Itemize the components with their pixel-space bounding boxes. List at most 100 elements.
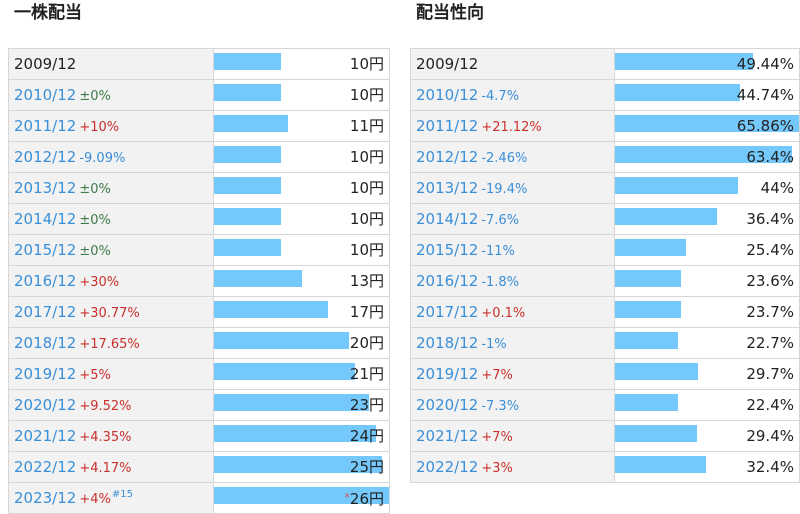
dps-change-label: ±0% <box>79 182 111 197</box>
dps-value-cell: 13円 <box>213 265 390 297</box>
dividend-per-share-title: 一株配当 <box>14 3 82 23</box>
dps-value-cell: 20円 <box>213 327 390 359</box>
payout-year-cell: 2019/12 +7% <box>410 358 615 390</box>
payout-value-label: 44.74% <box>737 80 794 110</box>
dividend-per-share-table: 2009/12 10円 2010/12 ±0% 10円 2011/12 +10% 11円 201… <box>8 48 390 514</box>
dps-value-label: 10円 <box>350 80 384 110</box>
dps-value-cell: 10円 <box>213 234 390 266</box>
payout-value-label: 44% <box>761 173 794 203</box>
dps-value-text: 10円 <box>349 86 384 104</box>
dps-year-label[interactable]: 2019/12 <box>14 365 77 383</box>
dps-year-label[interactable]: 2022/12 <box>14 458 77 476</box>
payout-row: 2017/12 +0.1% 23.7% <box>410 296 800 328</box>
dps-value-text: 24円 <box>349 427 384 445</box>
dps-bar <box>214 53 282 70</box>
payout-change-label: -1% <box>481 337 507 352</box>
dps-year-cell: 2019/12 +5% <box>8 358 214 390</box>
payout-value-label: 65.86% <box>737 111 794 141</box>
payout-value-text: 44% <box>760 179 794 197</box>
dps-year-label[interactable]: 2021/12 <box>14 427 77 445</box>
payout-year-label[interactable]: 2009/12 <box>416 55 479 73</box>
dps-row: 2018/12 +17.65% 20円 <box>8 327 390 359</box>
payout-year-label[interactable]: 2014/12 <box>416 210 479 228</box>
payout-year-cell: 2018/12 -1% <box>410 327 615 359</box>
dps-year-label[interactable]: 2010/12 <box>14 86 77 104</box>
payout-value-text: 23.7% <box>746 303 794 321</box>
payout-year-label[interactable]: 2010/12 <box>416 86 479 104</box>
dps-value-cell: 10円 <box>213 203 390 235</box>
payout-year-label[interactable]: 2013/12 <box>416 179 479 197</box>
dps-value-text: 11円 <box>349 117 384 135</box>
dps-change-label: +4.17% <box>79 461 132 476</box>
dps-value-label: 20円 <box>350 328 384 358</box>
dps-year-label[interactable]: 2017/12 <box>14 303 77 321</box>
dps-bar <box>214 177 282 194</box>
dps-year-label[interactable]: 2018/12 <box>14 334 77 352</box>
dps-year-cell: 2018/12 +17.65% <box>8 327 214 359</box>
payout-year-label[interactable]: 2022/12 <box>416 458 479 476</box>
payout-value-label: 25.4% <box>746 235 794 265</box>
dps-bar <box>214 146 282 163</box>
payout-change-label: -19.4% <box>481 182 528 197</box>
dps-change-label: ±0% <box>79 244 111 259</box>
payout-ratio-table: 2009/12 49.44% 2010/12 -4.7% 44.74% 2011/12 +2… <box>410 48 800 483</box>
dps-year-label[interactable]: 2012/12 <box>14 148 77 166</box>
payout-bar <box>615 146 793 163</box>
dps-value-text: 21円 <box>349 365 384 383</box>
dps-bar <box>214 115 289 132</box>
payout-change-label: +3% <box>481 461 513 476</box>
dps-year-label[interactable]: 2013/12 <box>14 179 77 197</box>
dps-year-label[interactable]: 2014/12 <box>14 210 77 228</box>
payout-value-cell: 22.4% <box>614 389 800 421</box>
dps-year-label[interactable]: 2023/12 <box>14 489 77 507</box>
payout-value-text: 44.74% <box>736 86 794 104</box>
payout-year-label[interactable]: 2016/12 <box>416 272 479 290</box>
payout-bar <box>615 53 754 70</box>
payout-year-label[interactable]: 2015/12 <box>416 241 479 259</box>
payout-bar <box>615 394 678 411</box>
dps-year-label[interactable]: 2011/12 <box>14 117 77 135</box>
dps-value-text: 10円 <box>349 179 384 197</box>
dps-value-text: 10円 <box>349 210 384 228</box>
dps-year-label[interactable]: 2009/12 <box>14 55 77 73</box>
payout-value-label: 36.4% <box>746 204 794 234</box>
payout-change-label: +0.1% <box>481 306 526 321</box>
dps-footnote-link[interactable]: #15 <box>111 489 133 500</box>
payout-bar <box>615 363 698 380</box>
payout-year-cell: 2016/12 -1.8% <box>410 265 615 297</box>
payout-row: 2011/12 +21.12% 65.86% <box>410 110 800 142</box>
dps-year-cell: 2016/12 +30% <box>8 265 214 297</box>
payout-year-label[interactable]: 2018/12 <box>416 334 479 352</box>
payout-year-label[interactable]: 2017/12 <box>416 303 479 321</box>
payout-value-label: 32.4% <box>746 452 794 482</box>
dps-change-label: +4% <box>79 492 111 507</box>
dps-bar <box>214 487 389 504</box>
dps-value-text: 17円 <box>349 303 384 321</box>
payout-value-cell: 29.4% <box>614 420 800 452</box>
payout-year-label[interactable]: 2019/12 <box>416 365 479 383</box>
dps-row: 2011/12 +10% 11円 <box>8 110 390 142</box>
dps-value-text: 25円 <box>349 458 384 476</box>
payout-year-cell: 2009/12 <box>410 48 615 80</box>
dps-year-label[interactable]: 2016/12 <box>14 272 77 290</box>
dividend-per-share-panel: 一株配当 2009/12 10円 2010/12 ±0% 10円 2011/12 +10% 1… <box>8 0 390 514</box>
payout-change-label: +7% <box>481 368 513 383</box>
payout-value-text: 23.6% <box>746 272 794 290</box>
dps-value-cell: 10円 <box>213 141 390 173</box>
payout-year-label[interactable]: 2021/12 <box>416 427 479 445</box>
payout-year-label[interactable]: 2012/12 <box>416 148 479 166</box>
dps-year-label[interactable]: 2015/12 <box>14 241 77 259</box>
dps-estimate-mark: * <box>344 491 350 504</box>
dps-year-cell: 2021/12 +4.35% <box>8 420 214 452</box>
payout-change-label: +7% <box>481 430 513 445</box>
payout-year-label[interactable]: 2011/12 <box>416 117 479 135</box>
dps-value-cell: 23円 <box>213 389 390 421</box>
dps-value-label: 25円 <box>350 452 384 482</box>
dps-bar <box>214 363 356 380</box>
dps-year-label[interactable]: 2020/12 <box>14 396 77 414</box>
dps-value-text: 10円 <box>349 148 384 166</box>
payout-year-label[interactable]: 2020/12 <box>416 396 479 414</box>
payout-row: 2016/12 -1.8% 23.6% <box>410 265 800 297</box>
dps-change-label: +10% <box>79 120 120 135</box>
payout-year-cell: 2017/12 +0.1% <box>410 296 615 328</box>
